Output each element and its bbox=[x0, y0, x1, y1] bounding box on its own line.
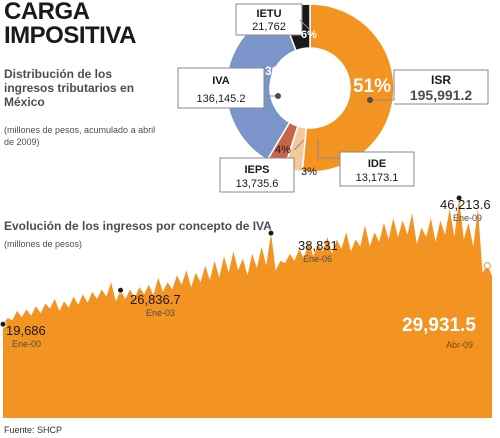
iva-callout-box bbox=[177, 67, 265, 109]
donut-callouts bbox=[177, 3, 489, 193]
main-title-line1: CARGA bbox=[4, 0, 90, 25]
area-marker-ene-06 bbox=[267, 229, 275, 237]
isr-value-label: 195,991.2 bbox=[410, 87, 472, 103]
donut-chart: 51% 36% 6% 4% 3% IETU 21,762 IVA 136,145… bbox=[177, 3, 489, 193]
iva-leader-dot bbox=[275, 93, 281, 99]
iva-area-series bbox=[3, 198, 492, 418]
ide-value-label: 13,173.1 bbox=[356, 172, 399, 184]
ide-percent-label: 3% bbox=[301, 166, 317, 178]
isr-callout-box bbox=[370, 69, 489, 105]
ietu-percent-label: 6% bbox=[301, 29, 317, 41]
annotation-ene00-label: Ene-00 bbox=[12, 339, 41, 349]
ietu-leader-line bbox=[299, 19, 311, 31]
annotation-ene09-label: Ene-09 bbox=[453, 213, 482, 223]
annotation-abr09-label: Abr-09 bbox=[446, 340, 473, 350]
annotation-ene06-label: Ene-06 bbox=[303, 254, 332, 264]
source-note: Fuente: SHCP bbox=[4, 425, 63, 435]
ietu-name-label: IETU bbox=[256, 8, 281, 20]
isr-leader-dot bbox=[367, 97, 373, 103]
iva-name-label: IVA bbox=[212, 75, 230, 87]
isr-percent-label: 51% bbox=[353, 76, 391, 97]
area-marker-ene-09 bbox=[455, 194, 463, 202]
donut-slice-isr bbox=[301, 3, 395, 173]
annotation-ene06-value: 38,831 bbox=[298, 238, 338, 253]
annotation-abr09-value: 29,931.5 bbox=[402, 315, 476, 336]
area-marker-ene-00 bbox=[0, 320, 7, 328]
ieps-callout-box bbox=[219, 157, 295, 193]
annotation-ene03-value: 26,836.7 bbox=[130, 292, 181, 307]
area-markers bbox=[0, 194, 491, 328]
main-title-line2: IMPOSITIVA bbox=[4, 22, 136, 49]
isr-name-label: ISR bbox=[431, 73, 451, 87]
area-marker-ene-03 bbox=[117, 286, 125, 294]
area-marker-abr-09 bbox=[483, 262, 491, 270]
ietu-value-label: 21,762 bbox=[252, 21, 286, 33]
pie-units-note: (millones de pesos, acumulado a abril de… bbox=[4, 125, 156, 147]
ietu-callout-box bbox=[235, 3, 303, 36]
area-chart-units: (millones de pesos) bbox=[4, 239, 83, 249]
iva-value-label: 136,145.2 bbox=[197, 93, 246, 105]
ieps-leader-line bbox=[293, 139, 305, 151]
ide-name-label: IDE bbox=[368, 158, 386, 170]
ieps-value-label: 13,735.6 bbox=[236, 178, 279, 190]
annotation-ene00-value: 19,686 bbox=[6, 323, 46, 338]
main-title: CARGA IMPOSITIVA bbox=[4, 0, 136, 48]
ieps-name-label: IEPS bbox=[244, 164, 269, 176]
ide-callout-box bbox=[339, 151, 415, 187]
area-annotations: 19,686 Ene-00 26,836.7 Ene-03 38,831 Ene… bbox=[6, 197, 491, 350]
area-chart-title: Evolución de los ingresos por concepto d… bbox=[4, 219, 272, 233]
pie-subtitle: Distribución de los ingresos tributarios… bbox=[4, 67, 135, 109]
ieps-percent-label: 4% bbox=[275, 144, 291, 156]
iva-percent-label: 36% bbox=[265, 64, 289, 78]
annotation-ene09-value: 46,213.6 bbox=[440, 197, 491, 212]
annotation-ene03-label: Ene-03 bbox=[146, 308, 175, 318]
